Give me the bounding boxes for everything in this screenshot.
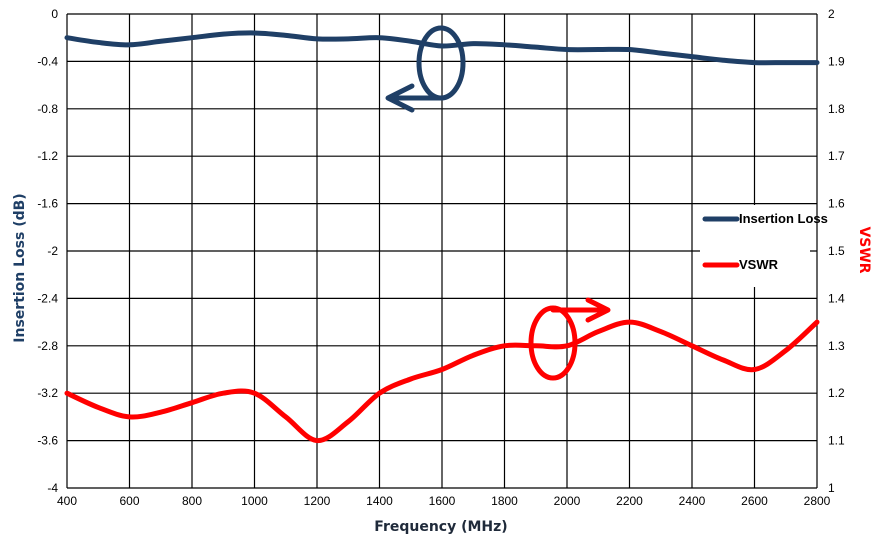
x-tick-label: 1600 [429, 494, 456, 508]
data-point-vswr [629, 321, 630, 323]
data-point-vswr [691, 345, 693, 347]
data-point-vswr [379, 392, 380, 394]
data-point-vswr [129, 416, 130, 418]
data-point-vswr [722, 359, 724, 361]
axis-indicator-left [385, 25, 466, 113]
axis-indicator-right [528, 297, 611, 381]
right-axis-ticks: 2 1.9 1.8 1.7 1.6 1.5 1.4 1.3 1.2 1.1 1 [828, 7, 845, 495]
data-point-insertion-loss [629, 49, 630, 51]
x-tick-label: 400 [57, 494, 77, 508]
data-point-vswr [191, 402, 193, 404]
data-point-insertion-loss [254, 32, 255, 34]
data-point-insertion-loss [285, 34, 287, 36]
left-tick-label: -1.2 [37, 149, 58, 163]
data-point-vswr [441, 369, 443, 370]
data-point-insertion-loss [722, 59, 724, 61]
data-point-vswr [316, 440, 318, 442]
grid-lines [66, 13, 818, 489]
data-point-insertion-loss [691, 56, 693, 58]
data-point-vswr [566, 345, 568, 347]
data-point-vswr [535, 345, 537, 347]
left-tick-label: -3.6 [37, 434, 58, 448]
left-tick-label: -0.4 [37, 54, 58, 68]
data-point-vswr [285, 416, 287, 418]
left-tick-label: 0 [51, 7, 58, 21]
data-point-vswr [472, 354, 474, 356]
left-tick-label: -0.8 [37, 102, 58, 116]
data-point-vswr [504, 345, 505, 347]
data-point-insertion-loss [504, 44, 505, 46]
data-point-insertion-loss [316, 38, 318, 40]
right-tick-label: 1 [828, 481, 835, 495]
left-tick-label: -2.4 [37, 291, 58, 305]
data-point-vswr [816, 321, 818, 323]
x-tick-label: 600 [119, 494, 139, 508]
series-layer [64, 30, 820, 444]
left-tick-label: -1.6 [37, 197, 58, 211]
x-tick-label: 2200 [616, 494, 643, 508]
data-point-insertion-loss [597, 49, 599, 51]
data-point-insertion-loss [129, 44, 130, 46]
data-point-insertion-loss [566, 49, 568, 51]
right-tick-label: 1.9 [828, 54, 845, 68]
data-point-insertion-loss [191, 37, 193, 39]
right-tick-label: 1.3 [828, 339, 845, 353]
data-point-insertion-loss [816, 62, 818, 64]
data-point-vswr [410, 378, 412, 380]
right-tick-label: 1.6 [828, 197, 845, 211]
left-tick-label: -2 [47, 244, 58, 258]
right-tick-label: 1.1 [828, 434, 845, 448]
data-point-insertion-loss [441, 45, 443, 47]
data-point-insertion-loss [660, 52, 662, 54]
right-tick-label: 1.2 [828, 386, 845, 400]
legend-label-vswr: VSWR [739, 257, 779, 272]
data-point-insertion-loss [222, 33, 224, 35]
left-axis-ticks: 0 -0.4 -0.8 -1.2 -1.6 -2 -2.4 -2.8 -3.2 -3.6 -4 [37, 7, 58, 495]
x-axis-ticks: 400 600 800 1000 1200 1400 1600 1800 2000 2200 240… [57, 494, 831, 508]
x-tick-label: 2400 [679, 494, 706, 508]
x-tick-label: 1400 [366, 494, 393, 508]
right-tick-label: 1.8 [828, 102, 845, 116]
data-point-vswr [222, 392, 224, 394]
left-tick-label: -3.2 [37, 386, 58, 400]
data-point-insertion-loss [535, 46, 537, 48]
legend: Insertion Loss VSWR [700, 205, 828, 287]
data-point-insertion-loss [160, 40, 162, 42]
x-tick-label: 1200 [304, 494, 331, 508]
data-point-insertion-loss [785, 62, 787, 64]
right-tick-label: 1.5 [828, 244, 845, 258]
data-point-vswr [597, 331, 599, 333]
x-tick-label: 2600 [741, 494, 768, 508]
data-point-vswr [254, 392, 255, 394]
left-tick-label: -4 [47, 481, 58, 495]
data-point-insertion-loss [472, 43, 474, 45]
x-tick-label: 2800 [804, 494, 831, 508]
right-tick-label: 2 [828, 7, 835, 21]
legend-label-insertion-loss: Insertion Loss [739, 211, 828, 226]
x-tick-label: 1000 [241, 494, 268, 508]
data-point-insertion-loss [754, 62, 755, 64]
data-point-insertion-loss [379, 37, 380, 39]
data-point-insertion-loss [66, 37, 68, 39]
left-tick-label: -2.8 [37, 339, 58, 353]
data-point-vswr [97, 406, 99, 408]
data-point-vswr [160, 411, 162, 413]
data-point-insertion-loss [347, 38, 349, 40]
data-point-insertion-loss [97, 41, 99, 43]
x-tick-label: 1800 [491, 494, 518, 508]
data-point-vswr [785, 350, 787, 352]
x-tick-label: 2000 [554, 494, 581, 508]
right-axis-title: VSWR [856, 226, 872, 273]
left-axis-title: Insertion Loss (dB) [12, 193, 28, 342]
data-point-insertion-loss [410, 40, 412, 42]
right-tick-label: 1.7 [828, 149, 845, 163]
data-point-vswr [66, 392, 68, 394]
right-tick-label: 1.4 [828, 291, 845, 305]
data-point-vswr [660, 331, 662, 333]
data-point-vswr [754, 369, 755, 370]
x-tick-label: 800 [182, 494, 202, 508]
x-axis-title: Frequency (MHz) [374, 519, 507, 535]
data-point-vswr [347, 421, 349, 423]
